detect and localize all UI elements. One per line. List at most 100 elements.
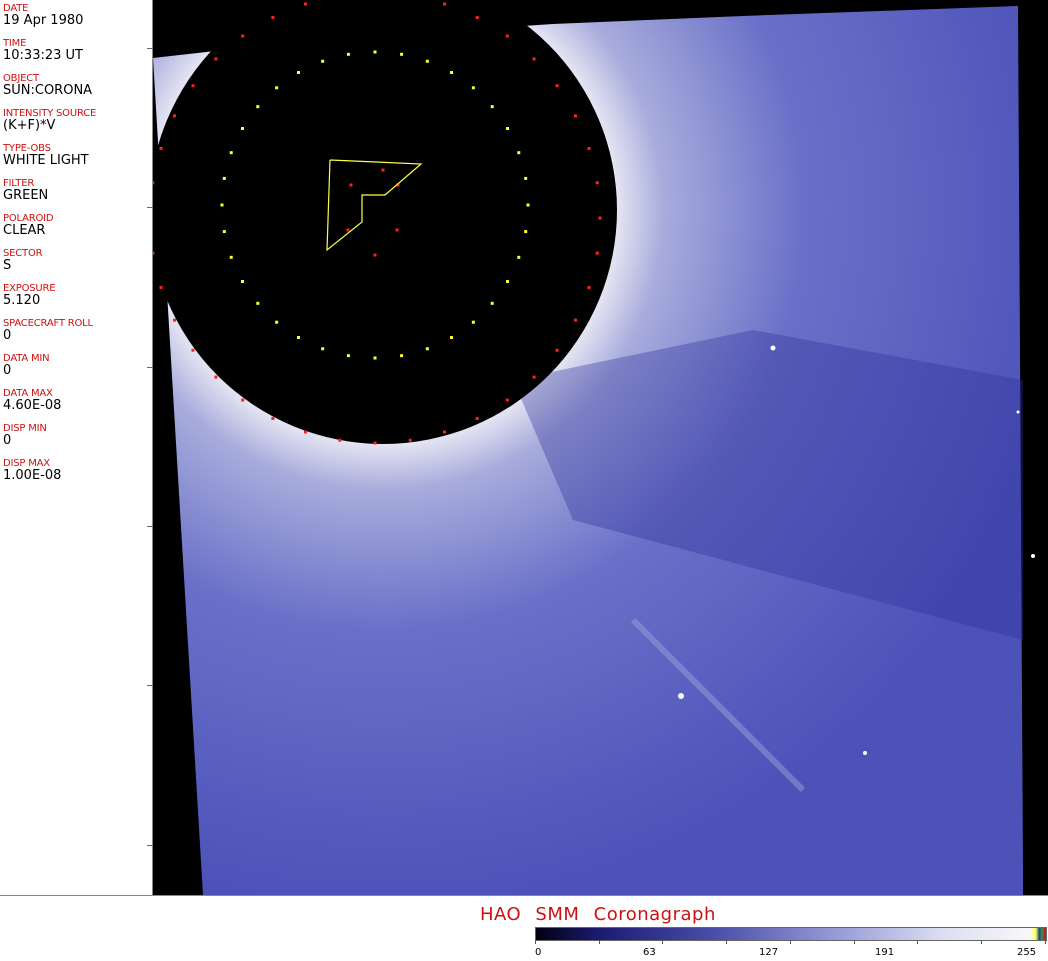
y-axis-tick <box>147 526 153 527</box>
field-value: 0 <box>3 363 12 378</box>
field-value: 10:33:23 UT <box>3 48 83 63</box>
grid-dot-yellow <box>400 354 404 358</box>
grid-dot-red <box>443 2 447 6</box>
stars <box>678 345 1035 755</box>
grid-dot-red <box>151 181 155 185</box>
grid-dot-yellow <box>506 280 510 283</box>
grid-dot-yellow <box>222 176 226 180</box>
grid-dot-red <box>598 216 602 220</box>
field-data-max: DATA MAX 4.60E-08 <box>0 388 152 420</box>
field-object: OBJECT SUN:CORONA <box>0 73 152 105</box>
grid-dot-yellow <box>425 59 429 63</box>
grid-dot-red <box>573 114 577 118</box>
colorbar-tick-label: 0 <box>535 947 542 958</box>
field-intensity-source: INTENSITY SOURCE (K+F)*V <box>0 108 152 140</box>
grid-dot-red <box>303 430 307 434</box>
coronagraph-svg <box>148 0 1035 895</box>
grid-dot-red <box>191 348 195 352</box>
grid-dot-red <box>303 2 307 6</box>
field-time: TIME 10:33:23 UT <box>0 38 152 70</box>
field-label: DATE <box>3 3 29 14</box>
grid-dot-yellow <box>220 203 224 207</box>
colorbar-tick <box>980 940 982 944</box>
field-sector: SECTOR S <box>0 248 152 280</box>
grid-dot-yellow <box>297 336 300 340</box>
grid-dot-yellow <box>490 301 494 305</box>
grid-dot-yellow <box>400 52 404 56</box>
field-type-obs: TYPE-OBS WHITE LIGHT <box>0 143 152 175</box>
grid-dot-yellow <box>229 151 233 155</box>
grid-dot-red <box>532 375 536 379</box>
colorbar-tick <box>1044 940 1046 944</box>
coronagraph-image <box>148 0 1048 895</box>
grid-dot-red <box>396 183 400 187</box>
grid-dot-yellow <box>222 230 226 234</box>
field-label: SECTOR <box>3 248 43 259</box>
grid-dot-red <box>373 253 377 257</box>
grid-dot-red <box>587 286 591 290</box>
field-label: TIME <box>3 38 27 49</box>
region-outline <box>326 159 423 252</box>
y-axis-tick <box>147 845 153 846</box>
ray-streak <box>630 617 806 793</box>
grid-dot-red <box>346 228 350 232</box>
grid-dot-red <box>349 183 353 187</box>
grid-dot-red <box>587 146 591 150</box>
field-label: INTENSITY SOURCE <box>3 108 97 119</box>
y-axis-tick <box>147 48 153 49</box>
field-label: FILTER <box>3 178 35 189</box>
grid-dot-red <box>373 441 377 445</box>
colorbar-tick <box>598 940 600 944</box>
dark-streamer-region <box>513 330 1023 640</box>
grid-dot-red <box>408 438 412 442</box>
colorbar-tick <box>853 940 855 944</box>
field-disp-max: DISP MAX 1.00E-08 <box>0 458 152 490</box>
field-label: OBJECT <box>3 73 39 84</box>
field-value: WHITE LIGHT <box>3 153 89 168</box>
occulting-disk <box>149 0 617 444</box>
grid-dot-yellow <box>450 70 453 74</box>
grid-dot-red <box>443 430 447 434</box>
colorbar-tick <box>726 940 728 944</box>
grid-dot-red <box>338 438 342 442</box>
grid-dot-red <box>595 181 599 185</box>
grid-dot-yellow <box>321 347 325 351</box>
field-label: SPACECRAFT ROLL <box>3 318 93 329</box>
field-value: 5.120 <box>3 293 41 308</box>
field-value: CLEAR <box>3 223 46 238</box>
grid-dot-red <box>475 416 479 420</box>
field-disp-min: DISP MIN 0 <box>0 423 152 455</box>
colorbar-tick <box>662 940 664 944</box>
colorbar-tick-label: 63 <box>643 947 656 958</box>
grid-dot-yellow <box>506 127 510 130</box>
field-polaroid: POLAROID CLEAR <box>0 213 152 245</box>
grid-dot-yellow <box>321 59 325 63</box>
field-value: 0 <box>3 328 12 343</box>
field-exposure: EXPOSURE 5.120 <box>0 283 152 315</box>
grid-dot-yellow <box>524 230 528 234</box>
field-label: TYPE-OBS <box>3 143 51 154</box>
grid-dot-red <box>505 398 509 402</box>
grid-dot-yellow <box>256 105 260 109</box>
grid-dot-yellow <box>517 151 521 155</box>
field-label: DISP MIN <box>3 423 47 434</box>
grid-dot-red <box>191 84 195 88</box>
field-value: SUN:CORONA <box>3 83 93 98</box>
grid-dot-yellow <box>450 336 453 340</box>
field-value: S <box>3 258 12 273</box>
grid-dot-red <box>241 398 245 402</box>
grid-dot-red <box>555 84 559 88</box>
grid-dot-yellow <box>229 255 233 259</box>
grid-dot-red <box>173 318 177 322</box>
grid-dot-yellow <box>490 105 494 109</box>
grid-dot-yellow <box>517 255 521 259</box>
y-axis-tick <box>147 207 153 208</box>
field-label: POLAROID <box>3 213 54 224</box>
grid-dot-red <box>573 318 577 322</box>
grid-dot-yellow <box>275 86 279 90</box>
grid-dot-red <box>214 57 218 61</box>
grid-dot-red <box>381 168 385 172</box>
field-value: 19 Apr 1980 <box>3 13 84 28</box>
grid-dot-red <box>475 16 479 20</box>
grid-dot-red <box>532 57 536 61</box>
